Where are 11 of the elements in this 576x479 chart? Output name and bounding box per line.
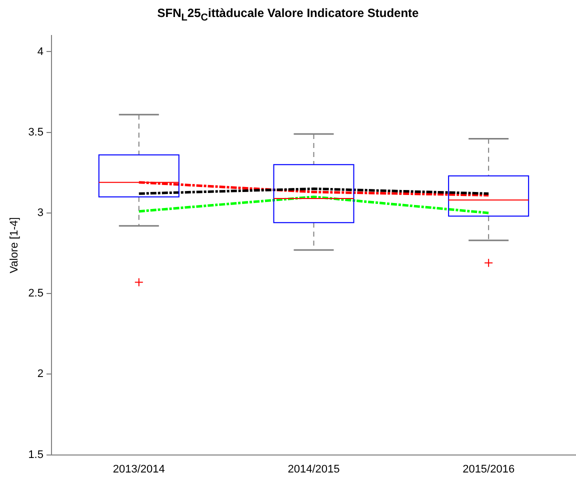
x-tick-label: 2013/2014: [112, 463, 165, 476]
y-tick-label: 2: [37, 368, 44, 380]
x-tick-label: 2015/2016: [462, 463, 515, 476]
x-tick-label: 2014/2015: [288, 463, 340, 476]
chart-title: SFN$_{L}$25$_{C}$ittàducale Valore Indicatore Studente: [156, 6, 420, 24]
y-axis-title: Valore [1-4]: [8, 217, 21, 274]
y-tick-label: 4: [37, 46, 44, 58]
y-tick-label: 3.5: [28, 126, 44, 138]
y-tick-label: 1.5: [28, 448, 44, 461]
y-tick-label: 2.5: [28, 288, 44, 300]
y-tick-label: 3: [37, 206, 44, 219]
